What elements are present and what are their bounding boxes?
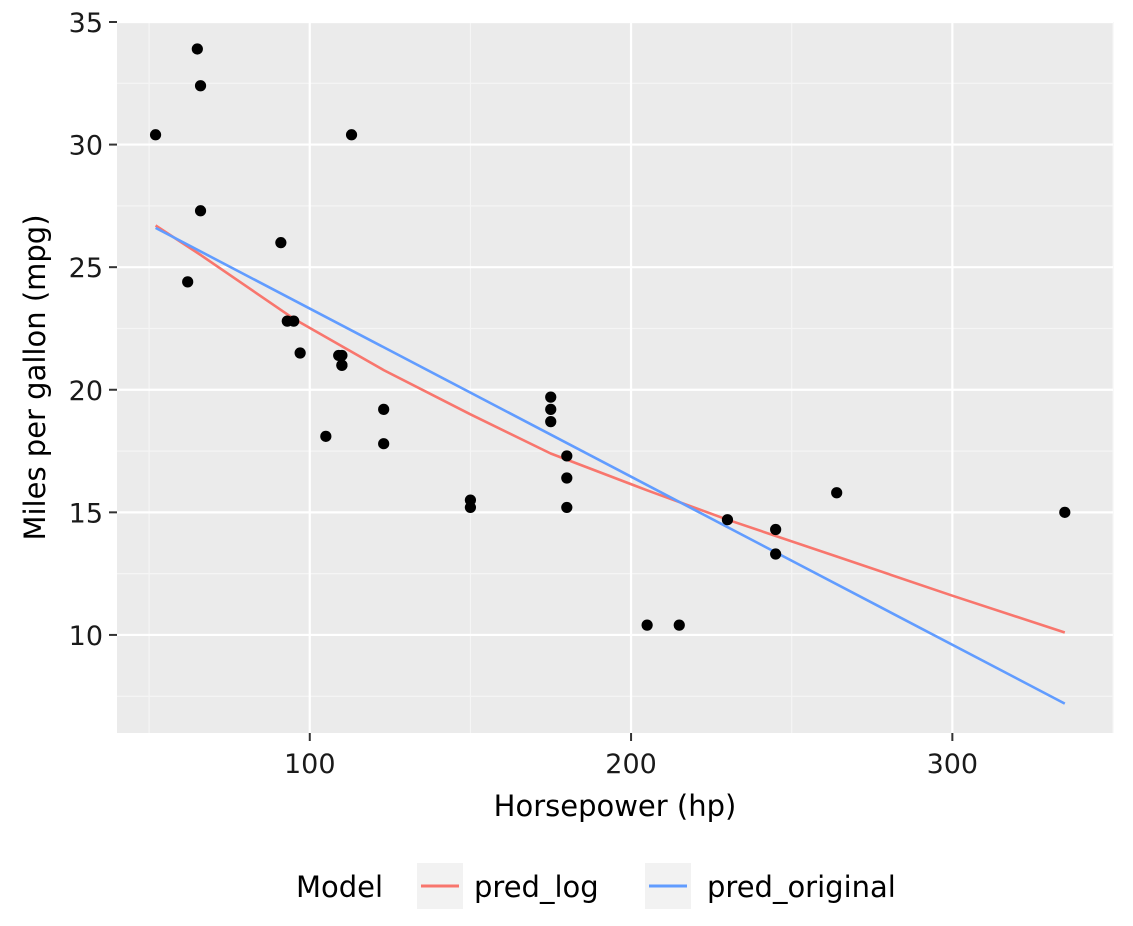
major-gridlines bbox=[117, 20, 1113, 733]
y-axis-title: Miles per gallon (mpg) bbox=[18, 214, 52, 540]
prediction-lines bbox=[154, 224, 1066, 705]
data-point bbox=[288, 315, 300, 327]
data-point bbox=[345, 129, 358, 141]
data-points bbox=[149, 43, 1071, 631]
data-point bbox=[561, 472, 573, 484]
data-point bbox=[464, 501, 477, 514]
series-line-pred-log bbox=[154, 224, 1066, 634]
data-point bbox=[641, 619, 653, 631]
x-tick-label: 100 bbox=[284, 749, 336, 780]
data-point bbox=[294, 347, 306, 359]
x-tick-label: 200 bbox=[605, 749, 657, 780]
data-point bbox=[1059, 506, 1071, 518]
data-point bbox=[275, 237, 287, 249]
y-tick-label: 10 bbox=[69, 621, 103, 652]
data-point bbox=[545, 403, 557, 415]
y-tick-label: 25 bbox=[69, 253, 103, 284]
legend-label-pred-log: pred_log bbox=[474, 870, 599, 904]
y-tick-label: 30 bbox=[69, 131, 103, 162]
data-point bbox=[561, 501, 573, 514]
legend-title: Model bbox=[296, 870, 383, 904]
data-point bbox=[561, 450, 573, 462]
data-point bbox=[545, 391, 557, 403]
data-point bbox=[378, 438, 390, 450]
series-line-pred-original bbox=[154, 226, 1066, 705]
y-tick-label: 15 bbox=[69, 498, 103, 529]
x-tick-label: 300 bbox=[927, 749, 979, 780]
data-point bbox=[378, 403, 390, 415]
y-tick-label: 35 bbox=[69, 8, 103, 39]
data-point bbox=[336, 349, 348, 362]
axes: 100 200 300 10 15 20 25 30 35 bbox=[69, 8, 978, 780]
data-point bbox=[831, 487, 843, 499]
data-point bbox=[191, 43, 203, 55]
data-point bbox=[770, 548, 782, 560]
data-point bbox=[182, 276, 194, 288]
legend-label-pred-original: pred_original bbox=[707, 870, 896, 904]
data-point bbox=[149, 129, 162, 141]
data-point bbox=[770, 523, 782, 536]
plot-panel bbox=[117, 22, 1113, 733]
data-point bbox=[194, 205, 207, 217]
x-axis-title: Horsepower (hp) bbox=[494, 789, 737, 823]
y-tick-label: 20 bbox=[69, 376, 103, 407]
data-point bbox=[721, 514, 734, 526]
data-point bbox=[194, 80, 207, 92]
data-point bbox=[673, 619, 685, 631]
data-point bbox=[545, 416, 557, 428]
data-point bbox=[336, 359, 348, 371]
legend: Model pred_log pred_original bbox=[296, 863, 896, 909]
data-point bbox=[320, 430, 332, 442]
minor-gridlines bbox=[117, 22, 1114, 733]
